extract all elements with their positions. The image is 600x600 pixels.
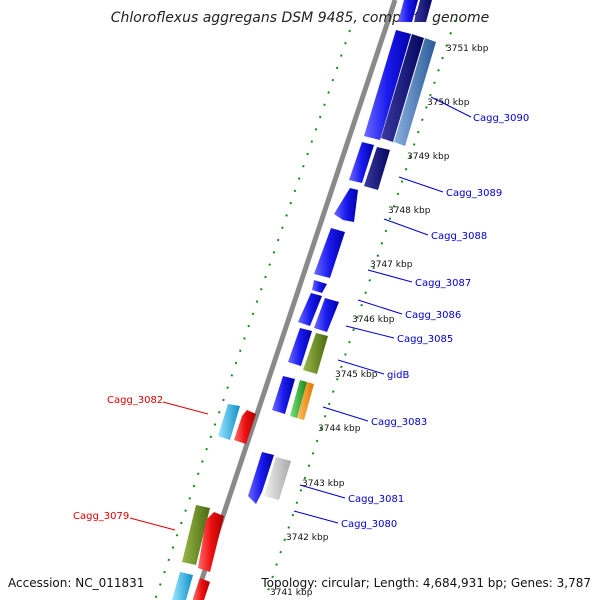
gene-feature[interactable]	[394, 38, 436, 146]
gene-label[interactable]: Cagg_3085	[397, 334, 453, 345]
gene-label[interactable]: Cagg_3082	[107, 395, 163, 406]
map-title: Chloroflexus aggregans DSM 9485, complet…	[111, 10, 490, 26]
gene-feature[interactable]	[364, 147, 390, 190]
gene-feature[interactable]	[297, 382, 314, 420]
label-leader	[430, 96, 472, 118]
gene-feature[interactable]	[298, 293, 322, 326]
tick-label: 3748 kbp	[388, 206, 431, 216]
label-leader	[345, 325, 395, 339]
label-leader	[299, 484, 346, 499]
label-leader	[367, 269, 413, 283]
tick-label: 3741 kbp	[270, 588, 313, 598]
tick-label: 3745 kbp	[335, 370, 378, 380]
tick-label: 3751 kbp	[446, 44, 489, 54]
gene-feature[interactable]	[364, 30, 411, 140]
gene-feature[interactable]	[314, 298, 339, 332]
genome-backbone	[192, 0, 398, 600]
label-leader	[162, 401, 209, 415]
label-leader	[357, 299, 403, 315]
gene-feature[interactable]	[334, 188, 358, 222]
gene-label[interactable]: Cagg_3087	[415, 278, 471, 289]
tick-label: 3750 kbp	[427, 98, 470, 108]
gene-label[interactable]: Cagg_3079	[73, 511, 129, 522]
tick-label: 3749 kbp	[407, 152, 450, 162]
gene-feature[interactable]	[314, 228, 345, 278]
tick-label: 3747 kbp	[370, 260, 413, 270]
gene-feature[interactable]	[272, 376, 295, 414]
label-leader	[129, 517, 176, 531]
gene-feature[interactable]	[349, 142, 374, 183]
accession-text: Accession: NC_011831	[8, 576, 144, 590]
label-leader	[293, 510, 339, 524]
gc-track-inner	[264, 19, 456, 600]
gene-label[interactable]: Cagg_3088	[431, 231, 487, 242]
gene-feature[interactable]	[414, 0, 432, 22]
gene-feature[interactable]	[398, 0, 418, 22]
gene-feature[interactable]	[303, 333, 328, 374]
gene-feature[interactable]	[193, 578, 210, 600]
gene-label[interactable]: Cagg_3089	[446, 188, 502, 199]
gene-label[interactable]: Cagg_3080	[341, 519, 397, 530]
tick-label: 3743 kbp	[302, 479, 345, 489]
gene-feature[interactable]	[218, 404, 240, 440]
gene-label[interactable]: Cagg_3083	[371, 417, 427, 428]
gene-feature[interactable]	[288, 328, 312, 366]
label-leader	[383, 218, 429, 236]
summary-text: Topology: circular; Length: 4,684,931 bp…	[260, 576, 591, 590]
gene-feature[interactable]	[290, 380, 307, 418]
label-leader	[337, 359, 385, 375]
label-leader	[398, 176, 444, 193]
gene-feature[interactable]	[198, 512, 224, 572]
gene-feature[interactable]	[248, 452, 274, 504]
gene-feature[interactable]	[312, 280, 327, 293]
tick-label: 3742 kbp	[286, 533, 329, 543]
tick-label: 3744 kbp	[318, 424, 361, 434]
gene-label[interactable]: Cagg_3086	[405, 310, 461, 321]
gene-label[interactable]: Cagg_3090	[473, 113, 529, 124]
gene-feature[interactable]	[264, 457, 291, 500]
gene-label[interactable]: gidB	[387, 370, 409, 381]
gene-feature[interactable]	[182, 505, 210, 565]
tick-label: 3746 kbp	[352, 315, 395, 325]
gene-feature[interactable]	[234, 410, 256, 444]
label-leader	[322, 406, 369, 422]
gene-feature[interactable]	[172, 572, 193, 600]
gene-feature[interactable]	[381, 34, 424, 142]
gene-label[interactable]: Cagg_3081	[348, 494, 404, 505]
